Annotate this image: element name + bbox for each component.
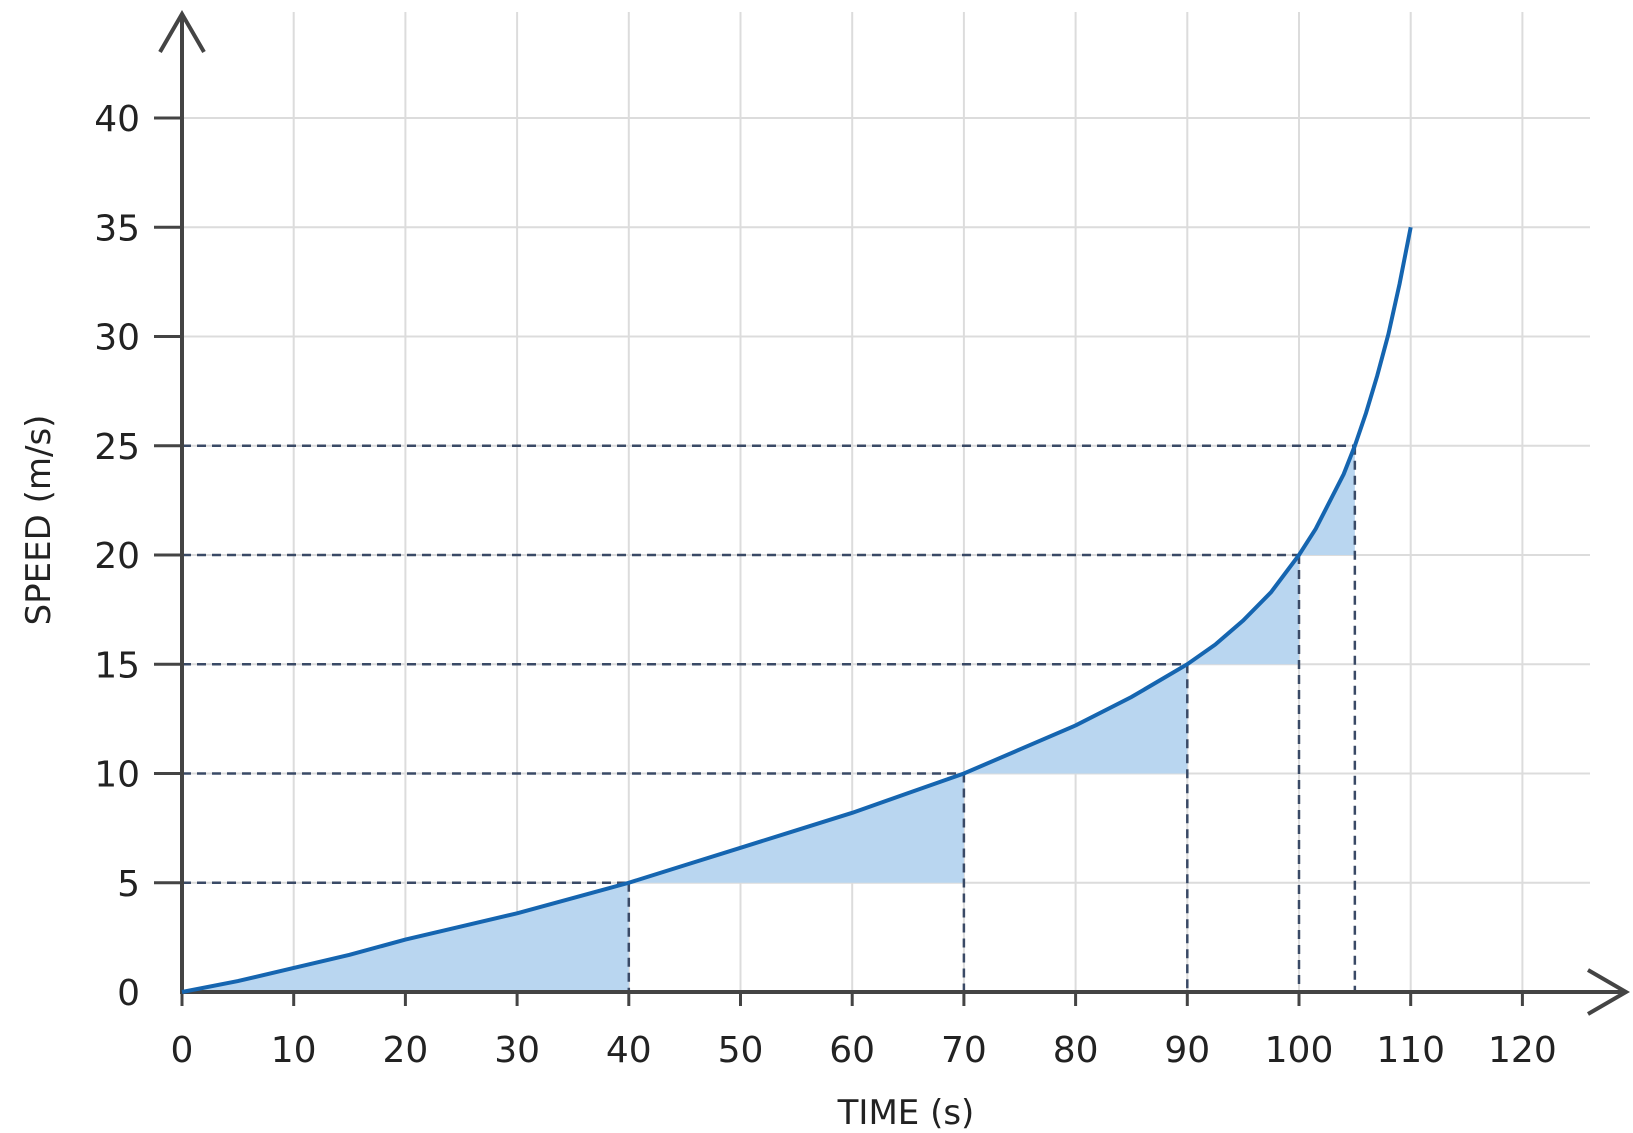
y-axis-arrow bbox=[158, 10, 206, 54]
x-tick-label-100: 100 bbox=[1265, 1030, 1334, 1071]
tick-labels: 0 10 20 30 40 50 60 70 80 90 100 110 120 0 5 10 15 20 25 30… bbox=[94, 99, 1557, 1071]
x-tick-label-70: 70 bbox=[941, 1030, 987, 1071]
x-tick-label-0: 0 bbox=[171, 1030, 194, 1071]
x-tick-label-110: 110 bbox=[1376, 1030, 1445, 1071]
y-tick-label-35: 35 bbox=[94, 208, 140, 249]
y-tick-label-5: 5 bbox=[117, 864, 140, 905]
x-tick-label-120: 120 bbox=[1488, 1030, 1557, 1071]
shaded-region-2 bbox=[628, 773, 964, 883]
x-tick-label-90: 90 bbox=[1164, 1030, 1210, 1071]
axes bbox=[154, 10, 1630, 1016]
x-tick-label-20: 20 bbox=[382, 1030, 428, 1071]
y-tick-label-15: 15 bbox=[94, 645, 140, 686]
y-tick-label-0: 0 bbox=[117, 973, 140, 1014]
y-tick-label-25: 25 bbox=[94, 427, 140, 468]
y-tick-label-20: 20 bbox=[94, 536, 140, 577]
speed-curve-line bbox=[181, 226, 1413, 994]
guide-lines bbox=[182, 444, 1357, 992]
shaded-region-1 bbox=[182, 882, 629, 992]
x-tick-label-50: 50 bbox=[718, 1030, 764, 1071]
x-tick-label-40: 40 bbox=[606, 1030, 652, 1071]
shaded-regions bbox=[182, 445, 1355, 992]
y-axis-title: SPEED (m/s) bbox=[19, 415, 59, 626]
shaded-region-4 bbox=[1187, 555, 1299, 665]
shaded-region-5 bbox=[1299, 445, 1355, 555]
y-tick-label-40: 40 bbox=[94, 99, 140, 140]
y-tick-label-10: 10 bbox=[94, 755, 140, 796]
x-tick-label-30: 30 bbox=[494, 1030, 540, 1071]
x-tick-label-80: 80 bbox=[1053, 1030, 1099, 1071]
shaded-region-3 bbox=[963, 664, 1188, 774]
x-tick-label-10: 10 bbox=[271, 1030, 317, 1071]
y-tick-label-30: 30 bbox=[94, 318, 140, 359]
curve-layer bbox=[181, 226, 1413, 994]
x-axis-title: TIME (s) bbox=[837, 1093, 975, 1133]
x-axis-arrow bbox=[1586, 968, 1630, 1016]
x-tick-label-60: 60 bbox=[829, 1030, 875, 1071]
